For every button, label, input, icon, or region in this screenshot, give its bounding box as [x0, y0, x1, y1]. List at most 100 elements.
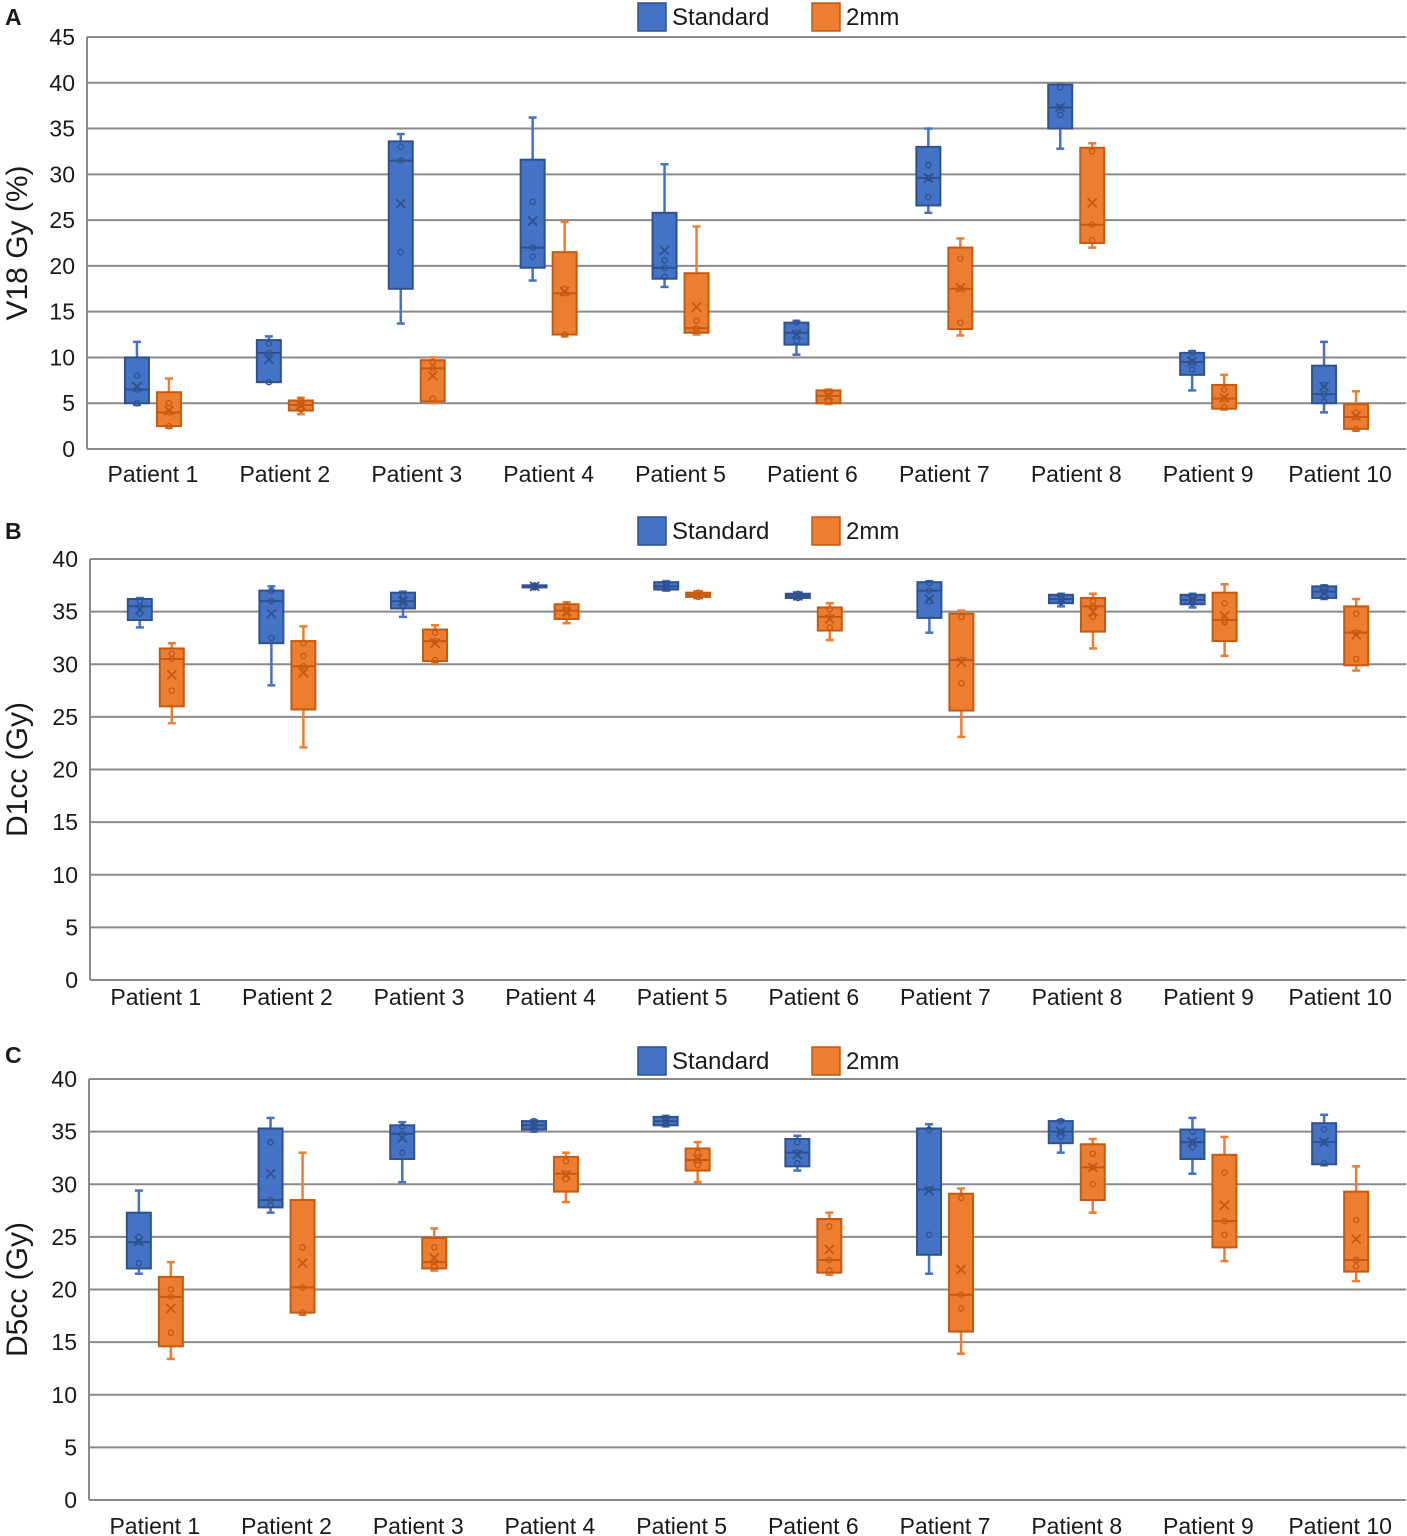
- legend-swatch-standard: [637, 2, 667, 32]
- data-point: [826, 606, 834, 613]
- data-point: [661, 273, 668, 281]
- box-2mm: [157, 1260, 184, 1361]
- data-point: [529, 244, 536, 251]
- box-iqr: [290, 640, 317, 711]
- y-tick-label: 5: [64, 1434, 77, 1460]
- mean-marker: [560, 1169, 572, 1180]
- box-2mm: [419, 356, 446, 405]
- data-point: [1188, 349, 1196, 357]
- legend-label-2mm: 2mm: [846, 1048, 899, 1075]
- data-point: [430, 1258, 438, 1266]
- x-tick-label: Patient 7: [899, 461, 990, 487]
- x-tick-label: Patient 8: [1031, 461, 1122, 487]
- mean-marker: [1055, 593, 1067, 605]
- mean-marker: [397, 1132, 408, 1144]
- box-iqr: [1311, 1122, 1338, 1166]
- box-2mm: [1079, 141, 1106, 249]
- data-point: [299, 1284, 306, 1291]
- mean-marker: [527, 215, 538, 227]
- box-iqr: [419, 359, 446, 403]
- y-tick-label: 30: [49, 161, 75, 187]
- data-point: [1352, 1216, 1360, 1224]
- y-axis-title: V18 Gy (%): [1, 165, 34, 320]
- box-2mm: [1080, 592, 1106, 650]
- mean-marker: [1087, 606, 1099, 617]
- data-point: [794, 592, 802, 600]
- mean-marker: [131, 381, 143, 392]
- data-point: [530, 1126, 538, 1133]
- mean-marker: [823, 390, 834, 402]
- mean-marker: [561, 606, 572, 617]
- box-iqr: [1311, 364, 1338, 405]
- x-tick-label: Patient 1: [110, 984, 201, 1010]
- mean-marker: [134, 604, 145, 615]
- x-tick-label: Patient 10: [1288, 461, 1392, 487]
- mean-marker: [1350, 410, 1362, 422]
- mean-marker: [166, 669, 177, 680]
- data-point: [957, 1305, 965, 1312]
- data-point: [793, 337, 800, 345]
- box-iqr: [1179, 351, 1206, 376]
- panel-b: 0 5 10 15 20 25 30 35 40 B D1cc (Gy) Standard 2mm Pat…: [1, 516, 1406, 1010]
- data-point: [133, 399, 141, 407]
- data-point: [398, 1149, 406, 1156]
- mean-marker: [1187, 594, 1198, 606]
- data-point: [397, 157, 404, 164]
- data-point: [925, 1126, 933, 1133]
- data-point: [794, 1159, 801, 1167]
- data-point: [925, 174, 932, 182]
- panel-a: 0 5 10 15 20 25 30 35 40 45 A V18 Gy (%) Standard 2mm…: [1, 2, 1406, 487]
- box-standard: [125, 1189, 152, 1275]
- x-tick-label: Patient 2: [242, 984, 333, 1010]
- box-standard: [521, 581, 548, 592]
- box-standard: [1179, 592, 1206, 609]
- x-tick-label: Patient 10: [1288, 1513, 1392, 1536]
- panel-label: B: [5, 518, 22, 544]
- data-point: [826, 1223, 833, 1230]
- box-iqr: [1079, 1143, 1106, 1202]
- y-tick-label: 30: [51, 1171, 77, 1197]
- data-point: [1089, 1164, 1097, 1171]
- data-point: [1320, 588, 1328, 595]
- data-point: [826, 624, 834, 631]
- data-point: [165, 399, 173, 407]
- data-point: [1089, 221, 1096, 228]
- box-standard: [653, 579, 680, 592]
- data-point: [1221, 1231, 1228, 1239]
- data-point: [1320, 398, 1328, 405]
- legend: Standard 2mm: [637, 1046, 899, 1076]
- y-tick-label: 20: [51, 1277, 77, 1303]
- box-standard: [784, 1134, 811, 1172]
- data-point: [136, 597, 144, 605]
- box-standard: [1047, 83, 1074, 150]
- y-tick-label: 10: [49, 344, 75, 370]
- y-tick-label: 35: [49, 116, 75, 142]
- data-point: [694, 1156, 701, 1164]
- data-point: [529, 198, 536, 206]
- data-point: [1221, 616, 1228, 624]
- data-point: [694, 591, 702, 599]
- data-point: [1188, 358, 1196, 366]
- legend-swatch-2mm: [811, 2, 841, 32]
- data-point: [136, 610, 144, 617]
- y-tick-label: 25: [49, 207, 75, 233]
- data-point: [694, 1149, 701, 1156]
- data-point: [1220, 386, 1228, 393]
- x-tick-label: Patient 5: [635, 461, 726, 487]
- mean-marker: [133, 1235, 144, 1247]
- y-tick-label: 20: [49, 253, 75, 279]
- legend-swatch-standard: [637, 1046, 667, 1076]
- x-tick-label: Patient 7: [900, 984, 991, 1010]
- mean-marker: [1187, 1137, 1198, 1148]
- x-tick-label: Patient 3: [373, 1513, 464, 1536]
- legend: Standard 2mm: [637, 2, 899, 32]
- data-point: [693, 324, 700, 332]
- box-standard: [387, 132, 414, 325]
- box-iqr: [289, 1199, 316, 1314]
- x-tick-label: Patient 9: [1163, 461, 1254, 487]
- box-2mm: [287, 396, 314, 416]
- data-point: [431, 629, 439, 636]
- x-tick-label: Patient 9: [1163, 984, 1254, 1010]
- data-point: [135, 1233, 143, 1241]
- x-tick-label: Patient 4: [505, 1513, 596, 1536]
